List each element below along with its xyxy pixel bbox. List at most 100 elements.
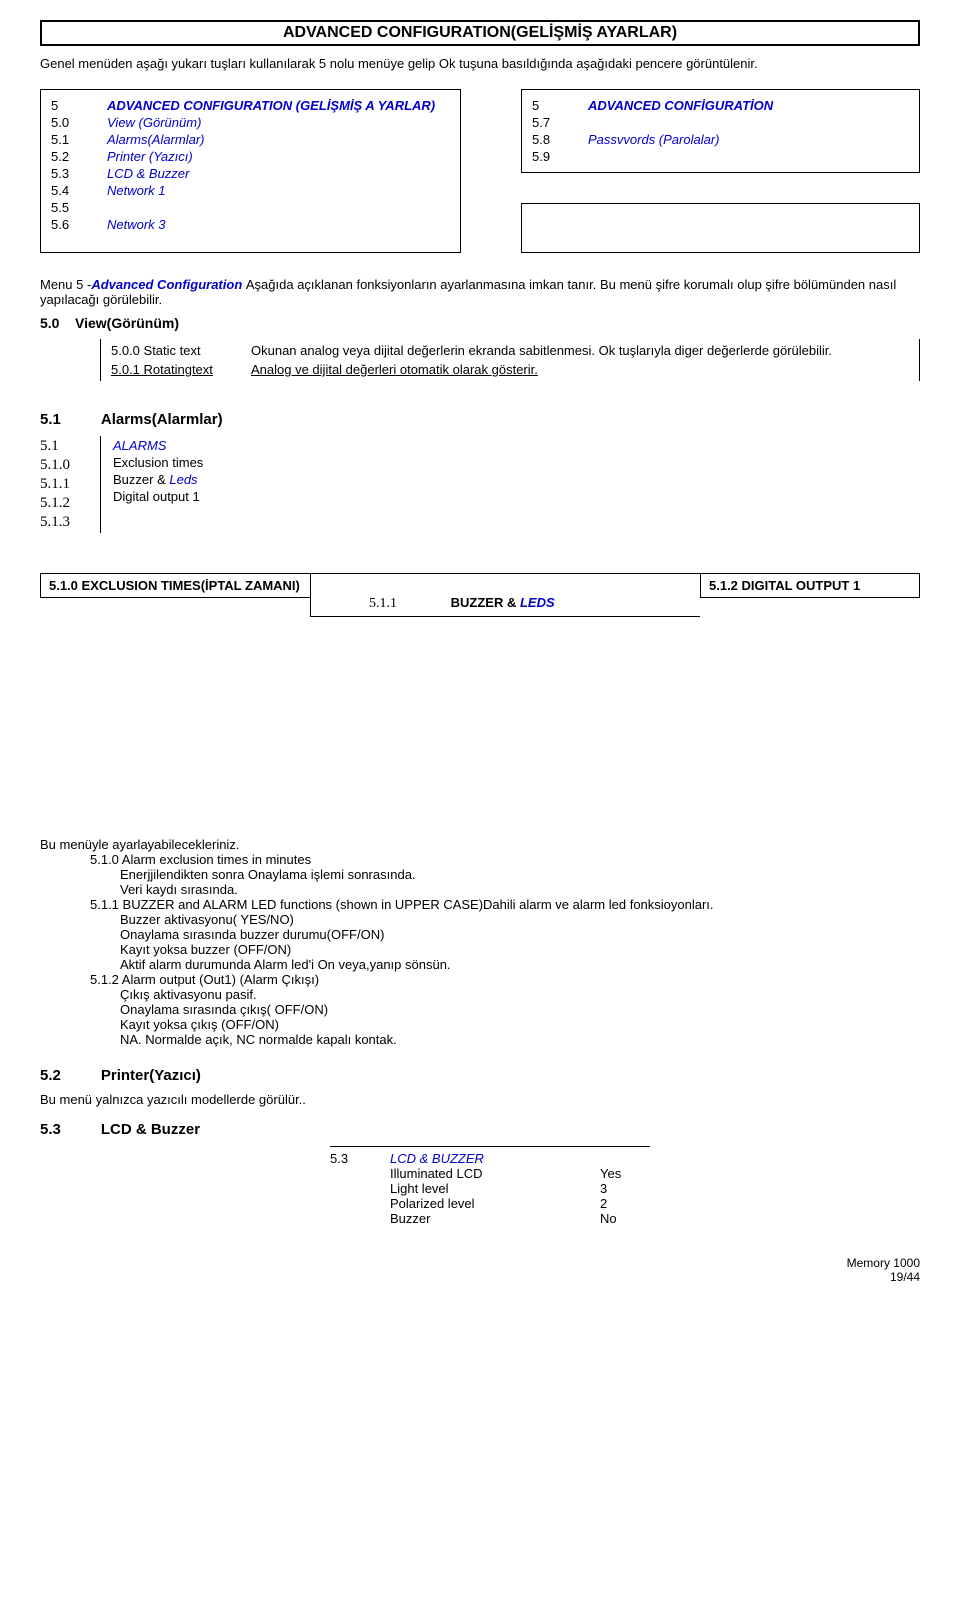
p512a: 5.1.2 Alarm output (Out1) (Alarm Çıkışı) bbox=[90, 972, 920, 987]
alarm-num: 5.1.2 bbox=[40, 495, 80, 512]
menu-num: 5.7 bbox=[532, 115, 568, 130]
menu-num: 5.0 bbox=[51, 115, 87, 130]
sec53-heading: 5.3 LCD & Buzzer bbox=[40, 1121, 920, 1138]
menu5-description: Menu 5 -Advanced Configuration Aşağıda a… bbox=[40, 277, 920, 307]
menu-num: 5.8 bbox=[532, 132, 568, 147]
box-mid-num: 5.1.1 bbox=[319, 596, 447, 612]
footer-page: 19/44 bbox=[40, 1270, 920, 1284]
sec52-title: Printer(Yazıcı) bbox=[101, 1067, 201, 1084]
sec50-num: 5.0 bbox=[40, 315, 59, 331]
alarms-labels: ALARMS Exclusion times Buzzer & Leds Dig… bbox=[100, 436, 203, 533]
box-digital-output: 5.1.2 DIGITAL OUTPUT 1 bbox=[700, 573, 920, 598]
box-b-leds: LEDS bbox=[520, 595, 555, 610]
right-menu-head-num: 5 bbox=[532, 98, 568, 113]
menu-label: Network 3 bbox=[107, 217, 166, 232]
menu-panels: 5 ADVANCED CONFIGURATION (GELİŞMİŞ A YAR… bbox=[40, 89, 920, 253]
leds-text: Leds bbox=[169, 472, 197, 487]
view-definitions: 5.0.0 Static text Okunan analog veya dij… bbox=[100, 339, 920, 381]
lcd-value: 2 bbox=[600, 1196, 650, 1211]
menu-num: 5.5 bbox=[51, 200, 87, 215]
sec51-num: 5.1 bbox=[40, 411, 61, 428]
left-menu-head-label: ADVANCED CONFIGURATION (GELİŞMİŞ A YARLA… bbox=[107, 98, 435, 113]
lcd-head-num: 5.3 bbox=[330, 1151, 390, 1166]
right-menu-wrap: 5 ADVANCED CONFİGURATİON 5.7 5.8 Passvvor… bbox=[521, 89, 920, 253]
p512c: Onaylama sırasında çıkış( OFF/ON) bbox=[120, 1002, 920, 1017]
p511b: Buzzer aktivasyonu( YES/NO) bbox=[120, 912, 920, 927]
alarm-num: 5.1 bbox=[40, 438, 80, 455]
alarm-num: 5.1.0 bbox=[40, 457, 80, 474]
lcd-label: Polarized level bbox=[390, 1196, 600, 1211]
right-menu-bottom bbox=[521, 203, 920, 253]
menu-num: 5.3 bbox=[51, 166, 87, 181]
alarms-list: 5.1 5.1.0 5.1.1 5.1.2 5.1.3 ALARMS Exclu… bbox=[40, 436, 920, 533]
sec51-title: Alarms(Alarmlar) bbox=[101, 411, 223, 428]
header-bar: ADVANCED CONFIGURATION(GELİŞMİŞ AYARLAR) bbox=[40, 20, 920, 46]
menu-label: View (Görünüm) bbox=[107, 115, 201, 130]
box-buzzer-leds: 5.1.1 BUZZER & LEDS bbox=[310, 573, 700, 617]
menu-label: Alarms(Alarmlar) bbox=[107, 132, 205, 147]
menu-label: Printer (Yazıcı) bbox=[107, 149, 193, 164]
right-menu-top: 5 ADVANCED CONFİGURATİON 5.7 5.8 Passvvor… bbox=[521, 89, 920, 173]
def-key: 5.0.0 Static text bbox=[101, 341, 241, 360]
left-menu-head-num: 5 bbox=[51, 98, 87, 113]
page-footer: Memory 1000 19/44 bbox=[40, 1256, 920, 1284]
p511e: Aktif alarm durumunda Alarm led'i On vey… bbox=[120, 957, 920, 972]
p510b: Enerjjilendikten sonra Onaylama işlemi s… bbox=[120, 867, 420, 897]
lcd-label: Light level bbox=[390, 1181, 600, 1196]
sec52-heading: 5.2 Printer(Yazıcı) bbox=[40, 1067, 920, 1084]
right-menu-head-label: ADVANCED CONFİGURATİON bbox=[588, 98, 773, 113]
lcd-head-label: LCD & BUZZER bbox=[390, 1151, 600, 1166]
sec53-title: LCD & Buzzer bbox=[101, 1121, 200, 1138]
details-lead: Bu menüyle ayarlayabilecekleriniz. bbox=[40, 837, 920, 852]
lcd-buzzer-table: 5.3 LCD & BUZZER Illuminated LCDYes Ligh… bbox=[330, 1146, 650, 1226]
sec52-body: Bu menü yalnızca yazıcılı modellerde gör… bbox=[40, 1092, 920, 1107]
alarms-head: ALARMS bbox=[113, 438, 203, 453]
p512e: NA. Normalde açık, NC normalde kapalı ko… bbox=[120, 1032, 920, 1047]
details-block: Bu menüyle ayarlayabilecekleriniz. 5.1.0… bbox=[40, 837, 920, 1047]
p511c: Onaylama sırasında buzzer durumu(OFF/ON) bbox=[120, 927, 920, 942]
p511a: 5.1.1 BUZZER and ALARM LED functions (sh… bbox=[90, 897, 920, 912]
lcd-value: No bbox=[600, 1211, 650, 1226]
alarm-label-text: Buzzer & bbox=[113, 472, 169, 487]
menu-label: Passvvords (Parolalar) bbox=[588, 132, 720, 147]
box-b-text: BUZZER & bbox=[451, 595, 520, 610]
menu-num: 5.1 bbox=[51, 132, 87, 147]
desc-emph: Advanced Configuration bbox=[91, 277, 246, 292]
footer-name: Memory 1000 bbox=[40, 1256, 920, 1270]
alarm-label: Exclusion times bbox=[113, 455, 203, 470]
menu-num: 5.6 bbox=[51, 217, 87, 232]
page-title: ADVANCED CONFIGURATION(GELİŞMİŞ AYARLAR) bbox=[48, 24, 912, 42]
alarm-label: Buzzer & Leds bbox=[113, 472, 203, 487]
lcd-value: Yes bbox=[600, 1166, 650, 1181]
p512d: Kayıt yoksa çıkış (OFF/ON) bbox=[120, 1017, 920, 1032]
alarm-num: 5.1.3 bbox=[40, 514, 80, 531]
def-key: 5.0.1 Rotatingtext bbox=[101, 360, 241, 379]
menu-num: 5.9 bbox=[532, 149, 568, 164]
sec50-heading: 5.0 View(Görünüm) bbox=[40, 315, 920, 331]
alarm-num: 5.1.1 bbox=[40, 476, 80, 493]
p510a: 5.1.0 Alarm exclusion times in minutes bbox=[90, 852, 920, 867]
box-a-text: 5.1.0 EXCLUSION TIMES(İPTAL ZAMANI) bbox=[49, 578, 302, 593]
box-exclusion-times: 5.1.0 EXCLUSION TIMES(İPTAL ZAMANI) bbox=[40, 573, 310, 598]
menu-num: 5.4 bbox=[51, 183, 87, 198]
intro-text: Genel menüden aşağı yukarı tuşları kulla… bbox=[40, 56, 920, 71]
lcd-label: Illuminated LCD bbox=[390, 1166, 600, 1181]
desc-lead: Menu 5 - bbox=[40, 277, 91, 292]
three-box-row: 5.1.0 EXCLUSION TIMES(İPTAL ZAMANI) 5.1.… bbox=[40, 573, 920, 617]
def-val: Okunan analog veya dijital değerlerin ek… bbox=[241, 341, 919, 360]
def-val: Analog ve dijital değerleri otomatik ola… bbox=[241, 360, 919, 379]
sec53-num: 5.3 bbox=[40, 1121, 61, 1138]
p511d: Kayıt yoksa buzzer (OFF/ON) bbox=[120, 942, 920, 957]
p512b: Çıkış aktivasyonu pasif. bbox=[120, 987, 920, 1002]
menu-num: 5.2 bbox=[51, 149, 87, 164]
left-menu-panel: 5 ADVANCED CONFIGURATION (GELİŞMİŞ A YAR… bbox=[40, 89, 461, 253]
menu-label: Network 1 bbox=[107, 183, 166, 198]
sec50-title: View(Görünüm) bbox=[75, 315, 179, 331]
lcd-value: 3 bbox=[600, 1181, 650, 1196]
sec51-heading: 5.1 Alarms(Alarmlar) bbox=[40, 411, 920, 428]
sec52-num: 5.2 bbox=[40, 1067, 61, 1084]
alarm-label: Digital output 1 bbox=[113, 489, 203, 504]
alarms-numbers: 5.1 5.1.0 5.1.1 5.1.2 5.1.3 bbox=[40, 436, 80, 533]
lcd-label: Buzzer bbox=[390, 1211, 600, 1226]
menu-label: LCD & Buzzer bbox=[107, 166, 189, 181]
